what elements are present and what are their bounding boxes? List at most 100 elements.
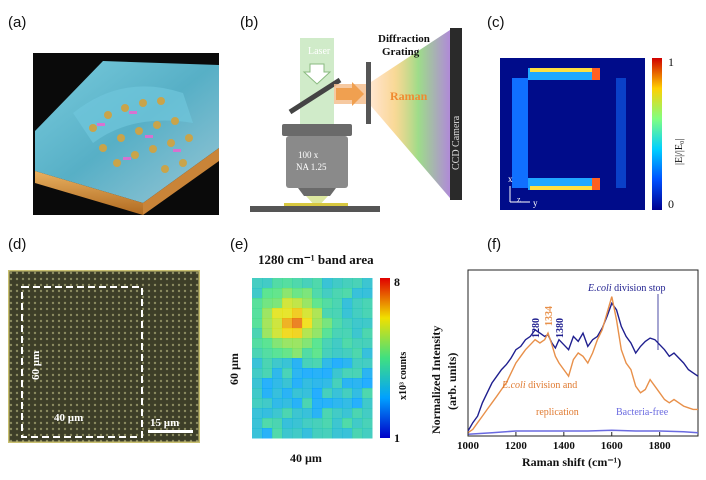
heatmap-cell <box>262 328 273 339</box>
tick-group: 1000 1200 1400 1600 1800 <box>457 432 671 452</box>
heatmap-cell <box>352 428 363 439</box>
heatmap-cell <box>252 288 263 299</box>
heatmap-cell <box>352 338 363 349</box>
heatmap-cell <box>312 408 323 419</box>
heatmap-cell <box>302 398 313 409</box>
heatmap-cell <box>312 318 323 329</box>
heatmap-cell <box>352 368 363 379</box>
heatmap-cell <box>362 428 373 439</box>
heatmap-cell <box>362 368 373 379</box>
scale-bar <box>148 430 193 433</box>
legend-free: Bacteria-free <box>616 407 669 418</box>
heatmap-cell <box>312 418 323 429</box>
objective-lens <box>286 136 348 188</box>
heatmap-cell <box>312 288 323 299</box>
panel-a-render <box>33 53 219 215</box>
heatmap-cell <box>332 378 343 389</box>
heatmap-cell <box>262 288 273 299</box>
series-line-2 <box>467 296 698 434</box>
x-tick-label: 1800 <box>649 440 672 452</box>
heatmap-cell <box>292 408 303 419</box>
heatmap-cell <box>282 368 293 379</box>
heatmap-cell <box>302 298 313 309</box>
heatmap-cell <box>332 338 343 349</box>
heatmap-cell <box>342 388 353 399</box>
x-tick-label: 1400 <box>553 440 576 452</box>
heatmap-cell <box>312 328 323 339</box>
heatmap-cell <box>252 388 263 399</box>
heatmap-cell <box>322 308 333 319</box>
rod-right <box>616 78 626 188</box>
heatmap-cell <box>302 368 313 379</box>
heatmap-cell <box>332 278 343 289</box>
heatmap-cell <box>362 408 373 419</box>
heatmap-cell <box>302 348 313 359</box>
heatmap-cell <box>282 398 293 409</box>
heatmap-cell <box>312 278 323 289</box>
peak-annotation: 1280 <box>531 318 542 338</box>
heatmap-cell <box>352 308 363 319</box>
heatmap-cell <box>292 338 303 349</box>
heatmap-cell <box>362 338 373 349</box>
heatmap-cell <box>342 408 353 419</box>
heatmap-cell <box>302 278 313 289</box>
objective-mag: 100 x <box>298 150 319 160</box>
heatmap-cell <box>282 428 293 439</box>
panel-c: 1 0 |E|/|E₀| x z y <box>500 50 700 220</box>
d-scale-label: 15 µm <box>150 417 179 429</box>
heatmap-cell <box>292 298 303 309</box>
device-3d-render <box>35 61 219 215</box>
heatmap-cell <box>312 398 323 409</box>
colorbar-e-label: x10³ counts <box>398 352 409 400</box>
heatmap-cell <box>332 328 343 339</box>
heatmap-cell <box>292 308 303 319</box>
heatmap-cell <box>322 348 333 359</box>
grating-label-1: Diffraction <box>378 33 430 45</box>
camera-label: CCD Camera <box>451 115 462 170</box>
heatmap-cell <box>352 418 363 429</box>
heatmap-cell <box>302 318 313 329</box>
heatmap-cell <box>352 288 363 299</box>
heatmap-cell <box>312 378 323 389</box>
heatmap-cell <box>252 338 263 349</box>
heatmap-cell <box>292 378 303 389</box>
heatmap-cell <box>312 298 323 309</box>
heatmap-cell <box>272 358 283 369</box>
heatmap-cell <box>352 388 363 399</box>
heatmap-cell <box>362 328 373 339</box>
heatmap-cell <box>272 418 283 429</box>
heatmap-cell <box>362 298 373 309</box>
dichroic-mirror <box>288 77 342 115</box>
panel-label-b: (b) <box>240 14 259 31</box>
colorbar-c-label: |E|/|E₀| <box>674 139 685 166</box>
heatmap-cell <box>292 278 303 289</box>
heatmap-cell <box>322 358 333 369</box>
band-area-map: 1280 cm⁻¹ band area 8 1 x10³ counts 60 µ… <box>227 252 409 465</box>
heatmap-cell <box>252 358 263 369</box>
legend-stop: E.coli division stop <box>587 283 666 294</box>
panel-b-setup: Diffraction Grating Laser Raman 100 x NA… <box>250 20 480 215</box>
heatmap-cell <box>302 428 313 439</box>
heatmap-cell <box>302 418 313 429</box>
heatmap-cell <box>252 298 263 309</box>
heatmap-cell <box>272 428 283 439</box>
heatmap-cell <box>362 348 373 359</box>
heatmap-cell <box>322 428 333 439</box>
f-ylabel-1: Normalized Intensity <box>429 326 443 434</box>
objective-na: NA 1.25 <box>296 162 327 172</box>
colorbar-c <box>652 58 662 210</box>
heatmap-cell <box>272 368 283 379</box>
heatmap-cell <box>272 408 283 419</box>
heatmap-cell <box>282 288 293 299</box>
heatmap-cell <box>262 418 273 429</box>
heatmap-cell <box>282 298 293 309</box>
heatmap-cell <box>332 398 343 409</box>
colorbar-c-min: 0 <box>668 197 674 211</box>
heatmap-cell <box>362 388 373 399</box>
heatmap-cell <box>322 298 333 309</box>
heatmap-cell <box>362 278 373 289</box>
grating-label-2: Grating <box>382 46 420 58</box>
heatmap-cell <box>322 398 333 409</box>
plot-frame <box>467 269 699 437</box>
heatmap-cell <box>302 408 313 419</box>
